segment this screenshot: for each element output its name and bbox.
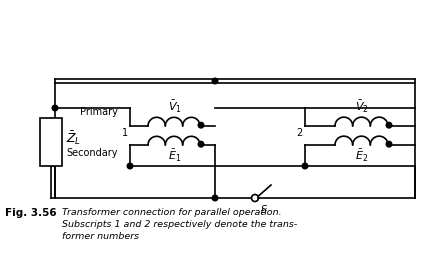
Circle shape bbox=[212, 78, 218, 84]
Text: $\bar{V}_2$: $\bar{V}_2$ bbox=[355, 98, 369, 115]
Circle shape bbox=[127, 163, 133, 169]
Text: Transformer connection for parallel operation.
Subscripts 1 and 2 respectively d: Transformer connection for parallel oper… bbox=[62, 208, 297, 240]
Text: Fig. 3.56: Fig. 3.56 bbox=[5, 208, 56, 218]
Bar bbox=[40, 118, 62, 166]
Text: 2: 2 bbox=[297, 128, 303, 138]
Circle shape bbox=[386, 122, 392, 128]
Circle shape bbox=[302, 163, 308, 169]
Text: S: S bbox=[261, 205, 267, 215]
Text: Primary: Primary bbox=[80, 107, 118, 117]
Text: 1: 1 bbox=[122, 128, 128, 138]
Text: $\bar{E}_2$: $\bar{E}_2$ bbox=[355, 148, 369, 164]
Circle shape bbox=[198, 122, 204, 128]
Text: $\bar{E}_1$: $\bar{E}_1$ bbox=[168, 148, 181, 164]
Text: Load: Load bbox=[46, 133, 56, 151]
Circle shape bbox=[52, 105, 58, 111]
Text: $\bar{V}_1$: $\bar{V}_1$ bbox=[168, 98, 182, 115]
Circle shape bbox=[198, 142, 204, 147]
Text: Secondary: Secondary bbox=[67, 148, 118, 158]
Text: $\bar{Z}_L$: $\bar{Z}_L$ bbox=[66, 129, 81, 147]
Circle shape bbox=[386, 142, 392, 147]
Circle shape bbox=[212, 195, 218, 201]
